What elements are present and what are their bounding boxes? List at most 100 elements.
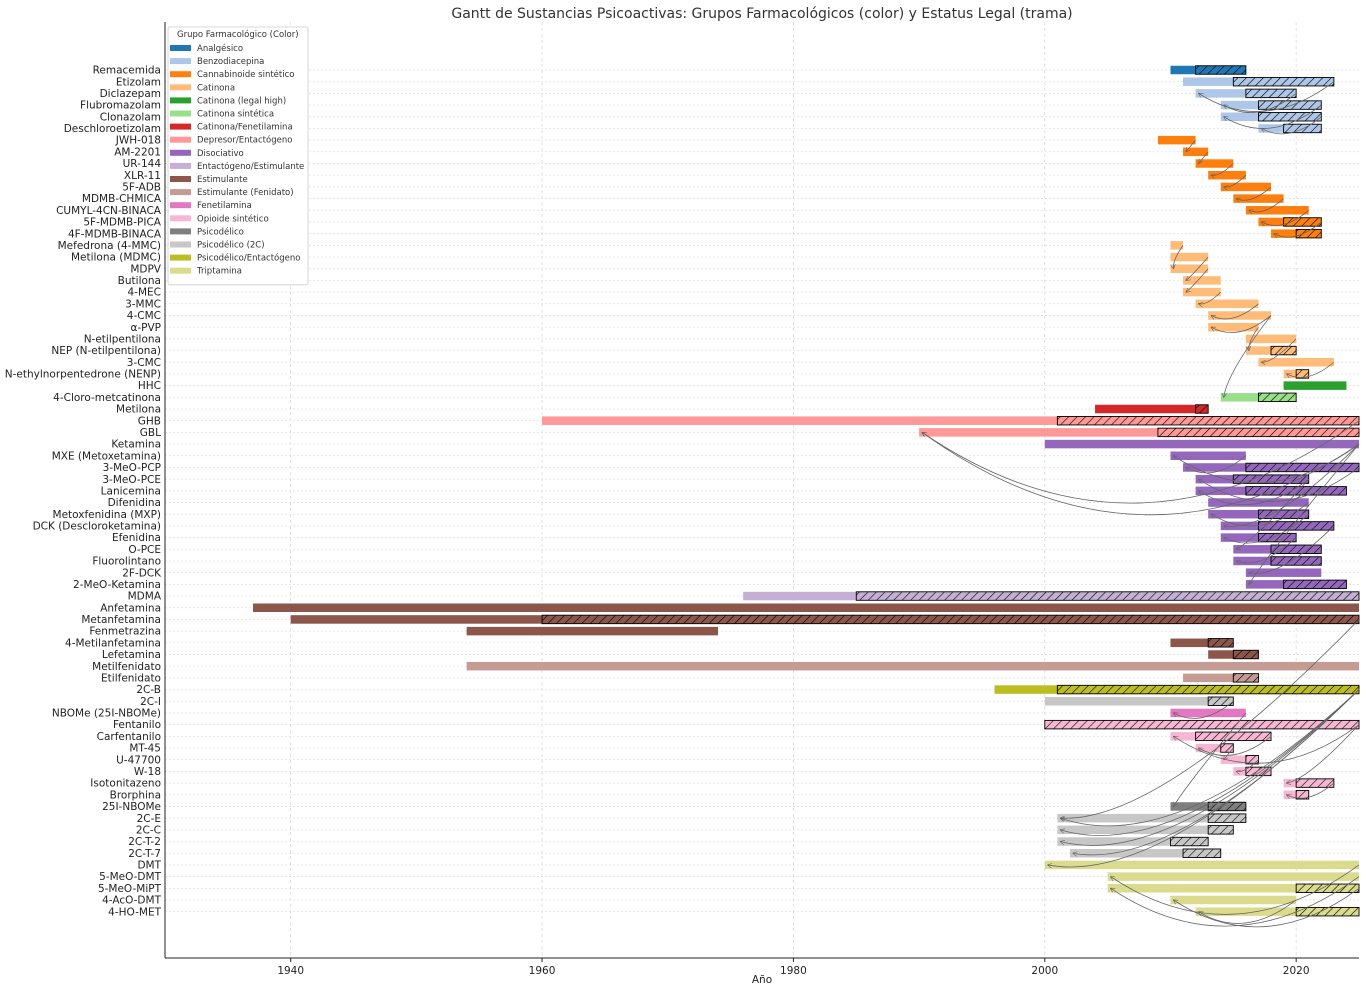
legal-status-fluorolintano (1270, 556, 1322, 566)
bar-difenidina (1208, 498, 1309, 507)
link-arrow (1236, 186, 1272, 200)
link-arrow (1111, 876, 1360, 927)
legend-entry: Entactógeno/Estimulante (170, 161, 304, 172)
link-arrow (1236, 478, 1310, 549)
legal-status-2c-e (1207, 813, 1247, 823)
y-tick-label: Fenmetrazina (89, 626, 161, 638)
bar-metilona (1095, 404, 1209, 414)
legal-hatch (1207, 638, 1234, 648)
legal-hatch (1207, 801, 1247, 812)
y-tick-label: 4-AcO-DMT (102, 895, 162, 907)
legend-entry: Estimulante (170, 175, 248, 185)
legal-status-clonazolam (1258, 112, 1322, 122)
grid (165, 22, 1359, 958)
legend-entry: Psicodélico (170, 226, 244, 237)
legal-status-deschloroetizolam (1283, 123, 1322, 134)
legal-hatch (1295, 228, 1322, 239)
y-tick-label: Isotonitazeno (90, 778, 161, 790)
link-arrow (1060, 689, 1360, 846)
legal-hatch (1283, 217, 1322, 227)
link-arrow (1199, 151, 1209, 164)
link-arrow (1199, 291, 1222, 304)
y-tick-label: Diclazepam (100, 88, 161, 100)
legend-label: Opioide sintético (197, 213, 269, 224)
y-tick-label: JWH-018 (115, 135, 161, 147)
links (922, 81, 1360, 928)
y-tick-label: Remacemida (93, 65, 161, 77)
link-arrow (1224, 513, 1309, 544)
y-tick-label: 5-MeO-DMT (99, 871, 161, 883)
link-arrow (1287, 782, 1335, 798)
bar-5f-adb (1220, 182, 1272, 192)
legal-hatch (1056, 684, 1360, 695)
y-tick-label: 2C-E (137, 813, 161, 825)
link-arrow (1060, 689, 1360, 836)
legend-entry: Catinona/Fenetilamina (170, 123, 293, 133)
legend-label: Fenetilamina (197, 201, 252, 211)
link-arrow (1211, 303, 1259, 319)
bar-u-47700 (1220, 755, 1259, 764)
x-tick-label: 1960 (529, 965, 556, 977)
y-tick-label: NEP (N-etilpentilona) (51, 345, 161, 357)
bar-butilona (1183, 276, 1221, 285)
y-tick-label: Etilfenidato (101, 672, 161, 684)
link-arrow (1173, 700, 1234, 719)
legal-hatch (1195, 731, 1272, 742)
legal-hatch (1295, 906, 1360, 917)
legend-swatch (170, 241, 191, 248)
legal-hatch (1258, 532, 1297, 543)
legend-entry: Catinona (legal high) (170, 96, 286, 106)
legend-entry: Disociativo (170, 149, 244, 159)
y-tick-label: Difenidina (108, 497, 161, 509)
bar-am-2201 (1183, 147, 1209, 157)
legal-hatch (1295, 778, 1335, 788)
legal-hatch (1220, 743, 1234, 753)
legend-entry: Psicodélico/Entactógeno (170, 253, 300, 264)
y-tick-label: 4-MEC (128, 287, 162, 299)
x-axis-label: Año (752, 974, 772, 986)
bar-2c-i (1044, 697, 1234, 706)
legal-hatch (1295, 369, 1310, 379)
link-arrow (1249, 525, 1335, 573)
legend: Grupo Farmacológico (Color) Analgésico Ben… (167, 26, 309, 286)
y-tick-label: α-PVP (130, 322, 161, 334)
legend-label: Depresor/Entactógeno (197, 135, 292, 146)
link-arrow (1224, 104, 1322, 129)
legal-status-2c-b (1056, 684, 1360, 695)
y-tick-label: 25I-NBOMe (102, 801, 161, 813)
y-tick-label: Lefetamina (102, 649, 161, 661)
legal-status-flubromazolam (1258, 100, 1322, 110)
y-tick-label: 2C-B (136, 684, 161, 696)
legal-hatch (1157, 427, 1360, 438)
link-arrow (1287, 724, 1360, 783)
legend-entry: Analgésico (170, 43, 243, 54)
link-arrow (1186, 256, 1209, 280)
x-tick-label: 2020 (1283, 965, 1310, 977)
y-tick-label: N-etilpentilona (84, 333, 161, 345)
link-arrow (1211, 163, 1234, 176)
link-arrow (1211, 502, 1309, 527)
legend-entry: Estimulante (Fenidato) (170, 188, 294, 198)
legend-label: Psicodélico (197, 226, 244, 237)
link-arrow (1186, 455, 1247, 474)
link-arrow (1211, 315, 1272, 333)
link-arrow (1224, 315, 1272, 397)
legal-status-isotonitazeno (1295, 778, 1335, 788)
legend-swatch (170, 228, 191, 235)
link-arrow (1249, 443, 1360, 584)
link-arrow (1111, 864, 1360, 915)
legend-label: Analgésico (197, 43, 243, 54)
bar-metilona-mdmc (1170, 252, 1209, 262)
legal-status-4-cloro-metcatinona (1258, 392, 1297, 403)
legal-status-fentanilo (1044, 719, 1360, 730)
y-tick-label: Flubromazolam (80, 100, 161, 112)
y-tick-label: Clonazolam (100, 111, 161, 123)
y-tick-label: 4F-MDMB-BINACA (68, 228, 162, 240)
legal-hatch (1195, 404, 1209, 414)
legend-swatch (170, 202, 191, 209)
y-tick-label: Brorphina (110, 789, 161, 801)
link-arrow (1060, 619, 1360, 818)
y-tick-label: MDMA (128, 591, 162, 603)
legal-hatch (1258, 112, 1322, 122)
y-tick-label: Fluorolintano (92, 556, 161, 568)
